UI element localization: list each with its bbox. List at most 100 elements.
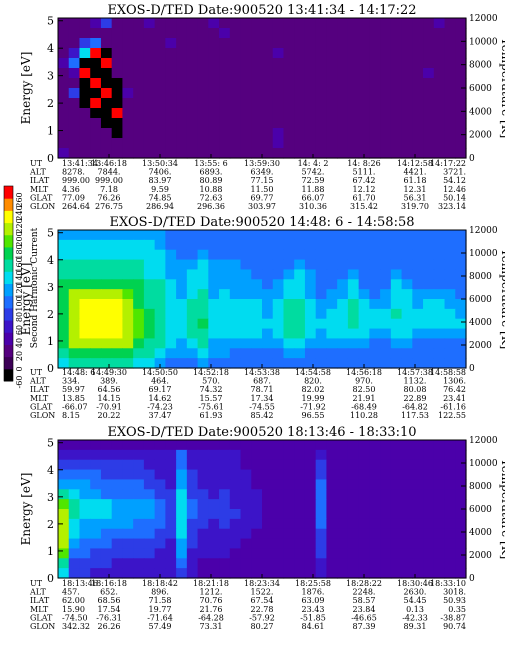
heatmap-cell <box>143 98 156 109</box>
heatmap-cell <box>208 38 220 49</box>
heatmap-cell <box>358 479 370 490</box>
heatmap-cell <box>272 108 285 119</box>
heatmap-cell <box>423 558 435 569</box>
heatmap-cell <box>433 328 446 340</box>
heatmap-cell <box>219 289 231 300</box>
heatmap-cell <box>423 338 435 349</box>
heatmap-cell <box>219 308 231 320</box>
heatmap-cell <box>111 538 124 550</box>
heatmap-cell <box>358 328 370 340</box>
heatmap-cell <box>369 528 381 540</box>
heatmap-cell <box>380 548 392 559</box>
heatmap-cell <box>326 230 338 241</box>
table-value: 11.50 <box>251 185 274 194</box>
heatmap-cell <box>337 128 349 139</box>
table-value: -57.92 <box>249 613 275 622</box>
heatmap-cell <box>444 18 456 29</box>
heatmap-cell <box>111 138 124 149</box>
heatmap-cell <box>283 469 295 481</box>
heatmap-cell <box>90 548 102 559</box>
heatmap-cell <box>100 148 113 159</box>
heatmap-cell <box>347 279 360 290</box>
heatmap-cell <box>229 118 242 129</box>
heatmap-cell <box>401 108 413 119</box>
heatmap-cell <box>176 489 188 500</box>
heatmap-cell <box>122 358 134 369</box>
heatmap-cell <box>444 328 456 340</box>
heatmap-cell <box>58 449 70 461</box>
heatmap-cell <box>283 440 295 451</box>
heatmap-cell <box>208 78 220 89</box>
heatmap-cell <box>390 148 403 159</box>
table-value: 14.15 <box>98 394 121 403</box>
heatmap-cell <box>219 449 231 461</box>
heatmap-cell <box>315 489 328 500</box>
heatmap-cell <box>186 128 199 139</box>
heatmap-cell <box>401 138 413 149</box>
heatmap-cell <box>304 148 317 159</box>
heatmap-cell <box>326 48 338 59</box>
heatmap-cell <box>294 98 306 109</box>
heatmap-cell <box>58 239 70 251</box>
heatmap-cell <box>369 48 381 59</box>
heatmap-cells <box>58 230 467 369</box>
heatmap-cell <box>358 348 370 359</box>
heatmap-cell <box>262 88 274 99</box>
heatmap-cell <box>154 38 166 49</box>
heatmap-cell <box>326 289 338 300</box>
heatmap-cell <box>326 259 338 271</box>
heatmap-cell <box>154 518 166 530</box>
table-value: -64.28 <box>198 613 224 622</box>
heatmap-cell <box>111 558 124 569</box>
heatmap-cell <box>197 38 209 49</box>
heatmap-cell <box>455 148 467 159</box>
heatmap-cell <box>58 558 70 569</box>
table-value: 72.63 <box>200 193 223 202</box>
heatmap-cell <box>165 308 177 320</box>
heatmap-cell <box>68 328 81 340</box>
heatmap-cell <box>369 98 381 109</box>
heatmap-cell <box>165 128 177 139</box>
heatmap-cell <box>133 358 145 369</box>
heatmap-cell <box>262 289 274 300</box>
heatmap-cell <box>154 28 166 39</box>
heatmap-cell <box>326 68 338 79</box>
heatmap-cell <box>133 138 145 149</box>
heatmap-cell <box>186 88 199 99</box>
heatmap-cell <box>272 499 285 510</box>
heatmap-cell <box>122 48 134 59</box>
heatmap-cell <box>133 88 145 99</box>
heatmap-cell <box>369 479 381 490</box>
heatmap-cell <box>240 108 252 119</box>
heatmap-cell <box>455 449 467 461</box>
heatmap-cell <box>358 18 370 29</box>
heatmap-cell <box>176 230 188 241</box>
heatmap-cell <box>262 148 274 159</box>
heatmap-cell <box>337 459 349 471</box>
heatmap-cell <box>100 548 113 559</box>
heatmap-cell <box>358 568 370 579</box>
heatmap-cell <box>369 568 381 579</box>
table-value: 19.77 <box>149 605 172 614</box>
heatmap-cell <box>100 328 113 340</box>
heatmap-cell <box>197 348 209 359</box>
heatmap-cell <box>326 299 338 310</box>
heatmap-cell <box>58 279 70 290</box>
heatmap-cell <box>240 328 252 340</box>
heatmap-cell <box>165 449 177 461</box>
heatmap-cell <box>176 459 188 471</box>
heatmap-cell <box>347 489 360 500</box>
heatmap-cell <box>133 318 145 330</box>
table-value: -75.61 <box>198 402 224 411</box>
heatmap-cell <box>165 38 177 49</box>
heatmap-cell <box>369 459 381 471</box>
heatmap-cell <box>68 28 81 39</box>
row-label-glat: GLAT <box>30 402 53 411</box>
heatmap-cell <box>197 98 209 109</box>
heatmap-cell <box>337 440 349 451</box>
table-value: 5111. <box>353 168 376 177</box>
heatmap-cell <box>240 259 252 271</box>
heatmap-cell <box>165 249 177 261</box>
heatmap-cell <box>358 239 370 251</box>
heatmap-cell <box>208 348 220 359</box>
